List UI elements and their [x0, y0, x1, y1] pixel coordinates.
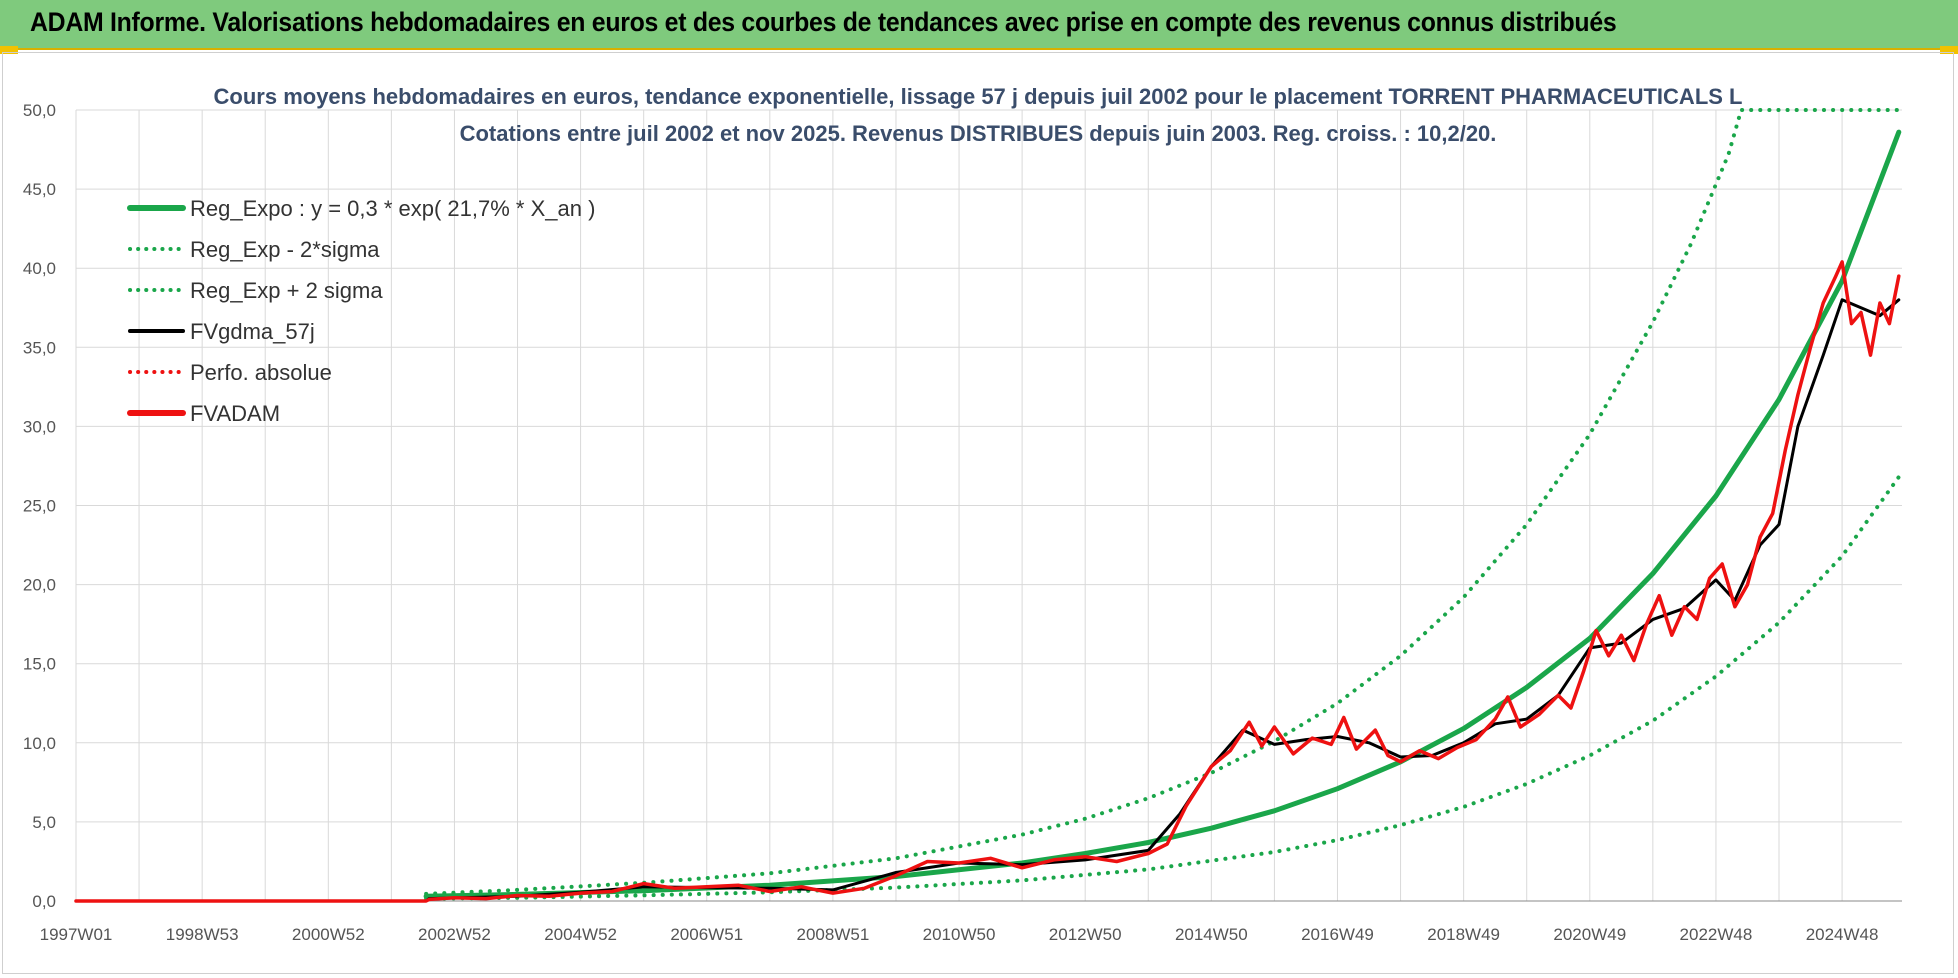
legend-label-4: Perfo. absolue [190, 360, 332, 385]
legend-label-3: FVgdma_57j [190, 319, 315, 344]
x-axis-ticks: 1997W01 1998W53 2000W52 2002W52 2004W52 2006W… [40, 925, 1879, 944]
chart-grid [75, 109, 1902, 902]
series-line-1 [424, 475, 1901, 901]
page-title: ADAM Informe. Valorisations hebdomadaire… [30, 7, 1617, 37]
chart-series [74, 108, 1902, 903]
x-tick-label: 2010W50 [923, 925, 996, 944]
chart-legend: Reg_Expo : y = 0,3 * exp( 21,7% * X_an )… [127, 196, 595, 426]
legend-label-1: Reg_Exp - 2*sigma [190, 237, 380, 262]
x-tick-label: 1998W53 [166, 925, 239, 944]
chart-subtitle: Cotations entre juil 2002 et nov 2025. R… [460, 121, 1497, 146]
x-tick-label: 2024W48 [1806, 925, 1879, 944]
chart-frame [2, 52, 1954, 974]
y-tick-label: 15,0 [23, 655, 56, 674]
y-tick-label: 10,0 [23, 734, 56, 753]
legend-label-5: FVADAM [190, 401, 280, 426]
y-tick-label: 50,0 [23, 101, 56, 120]
x-tick-label: 2004W52 [544, 925, 617, 944]
y-tick-label: 5,0 [32, 813, 56, 832]
x-tick-label: 2006W51 [670, 925, 743, 944]
legend-label-0: Reg_Expo : y = 0,3 * exp( 21,7% * X_an ) [190, 196, 595, 221]
x-tick-label: 1997W01 [40, 925, 113, 944]
corner-mark-right [1940, 46, 1958, 54]
y-tick-label: 20,0 [23, 576, 56, 595]
y-tick-label: 30,0 [23, 417, 56, 436]
page-header: ADAM Informe. Valorisations hebdomadaire… [0, 0, 1958, 50]
x-tick-label: 2008W51 [797, 925, 870, 944]
series-line-2 [424, 108, 1901, 896]
y-tick-label: 0,0 [32, 892, 56, 911]
y-tick-label: 45,0 [23, 180, 56, 199]
x-tick-label: 2000W52 [292, 925, 365, 944]
legend-label-2: Reg_Exp + 2 sigma [190, 278, 383, 303]
y-tick-label: 35,0 [23, 338, 56, 357]
corner-mark-left [0, 46, 18, 54]
x-tick-label: 2020W49 [1553, 925, 1626, 944]
x-tick-label: 2022W48 [1680, 925, 1753, 944]
x-tick-label: 2012W50 [1049, 925, 1122, 944]
x-tick-label: 2016W49 [1301, 925, 1374, 944]
series-line-0 [423, 129, 1902, 899]
y-tick-label: 40,0 [23, 259, 56, 278]
y-axis-ticks: 0,0 5,0 10,0 15,0 20,0 25,0 30,0 35,0 40,0 45,0 50… [23, 101, 56, 911]
y-tick-label: 25,0 [23, 497, 56, 516]
x-tick-label: 2002W52 [418, 925, 491, 944]
x-tick-label: 2014W50 [1175, 925, 1248, 944]
x-tick-label: 2018W49 [1427, 925, 1500, 944]
chart-title: Cours moyens hebdomadaires en euros, ten… [214, 84, 1743, 109]
series-line-5 [74, 260, 1901, 903]
